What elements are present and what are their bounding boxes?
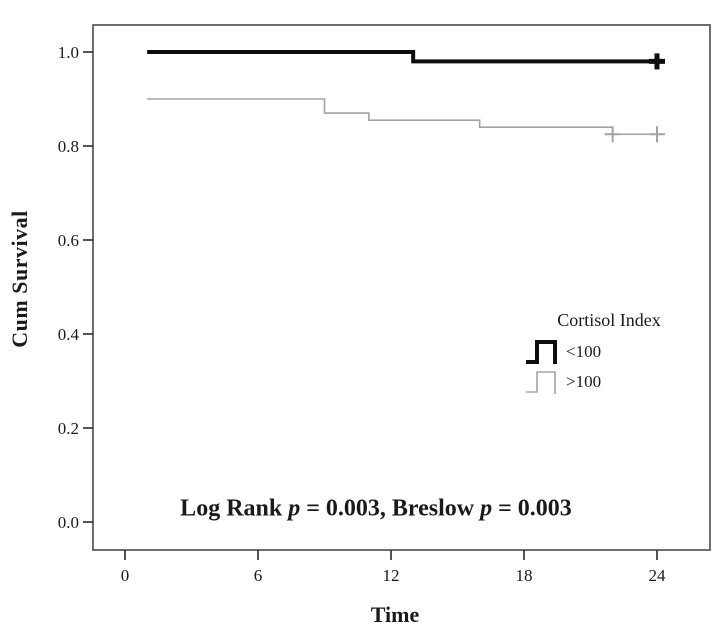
annotation-part: = 0.003, Breslow: [300, 495, 481, 522]
x-tick-label: 12: [383, 566, 400, 585]
step-line-gray: [526, 371, 556, 394]
legend: Cortisol Index <100 >100: [524, 310, 694, 397]
annotation-italic-part: p: [288, 495, 301, 522]
y-tick-label: 0.0: [58, 513, 79, 532]
stats-annotation: Log Rank p = 0.003, Breslow p = 0.003: [180, 496, 572, 523]
legend-entry-label: >100: [566, 372, 602, 391]
legend-entry-label: <100: [566, 342, 602, 361]
y-tick-label: 0.4: [58, 325, 80, 344]
annotation-part: = 0.003: [492, 495, 572, 522]
y-tick-label: 0.2: [58, 419, 79, 438]
x-tick-label: 24: [649, 566, 667, 585]
annotation-italic-part: p: [480, 495, 493, 522]
x-tick-label: 18: [516, 566, 533, 585]
x-tick-label: 0: [121, 566, 130, 585]
annotation-part: Log Rank: [180, 495, 289, 522]
survival-curve-1: [147, 98, 658, 136]
survival-step-icon: [526, 371, 556, 394]
legend-entry: <100: [524, 337, 694, 367]
legend-entry: >100: [524, 367, 694, 397]
step-line-black: [526, 340, 557, 364]
survival-step-icon: [526, 340, 557, 364]
y-tick-label: 0.8: [58, 137, 79, 156]
y-tick-label: 1.0: [58, 43, 79, 62]
survival-curve-0: [147, 50, 658, 64]
plot-frame: [92, 24, 711, 551]
x-axis-label: Time: [370, 602, 420, 627]
y-axis-label: Cum Survival: [7, 210, 32, 348]
y-tick-label: 0.6: [58, 231, 79, 250]
x-tick-label: 6: [254, 566, 263, 585]
legend-title: Cortisol Index: [557, 310, 661, 330]
